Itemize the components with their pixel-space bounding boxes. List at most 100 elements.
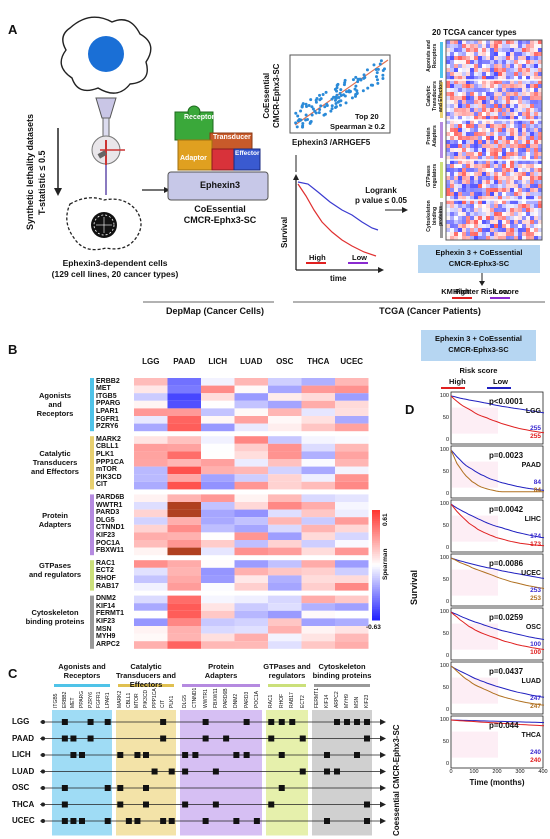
scatter-point [334, 105, 338, 109]
scatter-point [372, 63, 376, 67]
colorbar-max-label: 0.61 [382, 513, 389, 526]
tcga-heat-cell [534, 172, 538, 176]
coessential-marker [79, 818, 85, 824]
colorbar-segment [372, 554, 380, 557]
tcga-heat-cell [514, 116, 518, 120]
tcga-heat-cell [478, 188, 482, 192]
km-curve [450, 395, 545, 434]
heatmap-cell [234, 610, 268, 619]
tcga-heat-cell [446, 40, 450, 44]
tcga-heat-cell [526, 92, 530, 96]
tcga-heat-cell [530, 52, 534, 56]
tcga-heat-cell [498, 152, 502, 156]
tcga-heat-cell [530, 176, 534, 180]
heatmap-group-label: GTPases and regulators [28, 561, 82, 580]
tcga-heat-cell [486, 48, 490, 52]
tcga-heat-cell [470, 180, 474, 184]
tcga-heat-cell [490, 176, 494, 180]
tcga-heat-cell [446, 192, 450, 196]
scatter-point [359, 78, 363, 82]
km-pvalue: p=0.0086 [489, 559, 524, 568]
tcga-heat-cell [446, 224, 450, 228]
top20-label: Top 20 [355, 112, 379, 121]
coessential-marker [160, 735, 167, 742]
heatmap-group-label: Protein Adapters [38, 510, 72, 529]
tcga-heat-cell [486, 72, 490, 76]
tcga-heat-cell [506, 140, 510, 144]
tcga-heat-cell [502, 128, 506, 132]
tcga-heat-cell [514, 44, 518, 48]
tcga-heat-cell [466, 204, 470, 208]
transducer-label: Transducer [213, 134, 251, 141]
tcga-heat-cell [474, 64, 478, 68]
km-curve [450, 719, 545, 724]
heatmap-cell [167, 459, 201, 467]
tcga-heat-cell [474, 152, 478, 156]
km-high-label: High [449, 377, 466, 386]
tcga-heat-cell [478, 200, 482, 204]
colorbar-segment [372, 616, 380, 619]
coessential-marker [299, 735, 306, 742]
heatmap-cell [268, 502, 302, 510]
heatmap-group-label: Agonists and Receptors [36, 390, 74, 418]
tcga-heat-cell [494, 188, 498, 192]
tcga-heat-cell [454, 44, 458, 48]
tcga-heat-cell [446, 156, 450, 160]
tcga-heat-cell [514, 60, 518, 64]
tcga-heat-cell [506, 180, 510, 184]
km-curve [450, 557, 545, 589]
tcga-heat-cell [538, 204, 542, 208]
tcga-heat-cell [482, 164, 486, 168]
heatmap-gene-label: WWTR1 [96, 501, 123, 509]
heatmap-gene-label: PLK1 [96, 450, 114, 458]
panel-label-c: C [8, 666, 18, 681]
tcga-heat-cell [514, 236, 518, 240]
tcga-heat-cell [518, 120, 522, 124]
tcga-heat-cell [506, 172, 510, 176]
tcga-heat-cell [518, 148, 522, 152]
heatmap-cell [335, 560, 369, 568]
tcga-heat-cell [538, 180, 542, 184]
tcga-heat-cell [490, 84, 494, 88]
tcga-heat-cell [510, 64, 514, 68]
heatmap-gene-label: DNM2 [96, 595, 116, 603]
tcga-heat-cell [518, 80, 522, 84]
scatter-point [335, 86, 339, 90]
matrix-row-label: UCEC [12, 816, 35, 825]
coessential-marker [253, 818, 260, 824]
tcga-heat-cell [538, 164, 542, 168]
tcga-heat-cell [482, 200, 486, 204]
tcga-heat-cell [518, 48, 522, 52]
heatmap-cell [301, 466, 335, 475]
tcga-heat-cell [494, 100, 498, 104]
tcga-heat-cell [462, 228, 466, 232]
tcga-heat-cell [506, 160, 510, 164]
tcga-heat-cell [454, 116, 458, 120]
tcga-heat-cell [510, 160, 514, 164]
tcga-heat-cell [462, 44, 466, 48]
scatter-point [369, 83, 373, 87]
heatmap-cell [234, 451, 268, 459]
tcga-heat-cell [470, 104, 474, 108]
tcga-heat-cell [494, 148, 498, 152]
tcga-heat-cell [490, 108, 494, 112]
km-n-high: 253 [530, 595, 541, 602]
tcga-heat-cell [458, 120, 462, 124]
heatmap-cell [167, 626, 201, 634]
heatmap-cell [134, 378, 168, 386]
tcga-heat-cell [474, 168, 478, 172]
tcga-heat-cell [518, 224, 522, 228]
heatmap-cell [201, 443, 235, 452]
tcga-heat-cell [534, 72, 538, 76]
heatmap-cell [301, 560, 335, 568]
tcga-heat-cell [494, 48, 498, 52]
tcga-heat-cell [482, 52, 486, 56]
tcga-heat-cell [526, 140, 530, 144]
tcga-heat-cell [518, 108, 522, 112]
tcga-heat-cell [470, 124, 474, 128]
tcga-heat-cell [466, 60, 470, 64]
heatmap-cell [167, 436, 201, 444]
km-ylabel: Survival [280, 216, 289, 248]
tcga-heat-cell [502, 228, 506, 232]
tcga-heat-cell [450, 208, 454, 212]
